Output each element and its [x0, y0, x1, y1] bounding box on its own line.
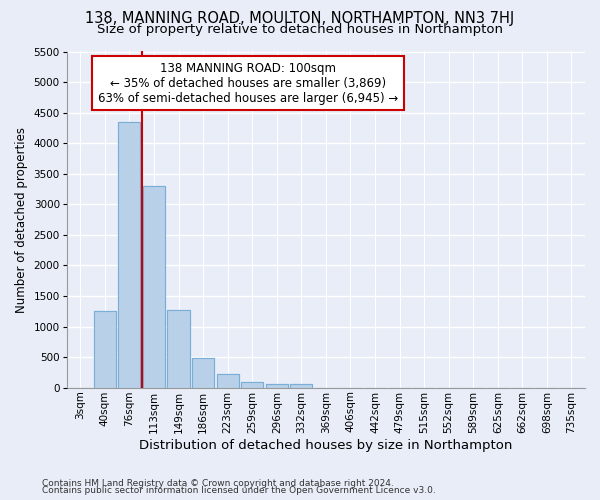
Text: Contains HM Land Registry data © Crown copyright and database right 2024.: Contains HM Land Registry data © Crown c… [42, 478, 394, 488]
Bar [192, 358, 214, 388]
Text: 138 MANNING ROAD: 100sqm
← 35% of detached houses are smaller (3,869)
63% of sem: 138 MANNING ROAD: 100sqm ← 35% of detach… [98, 62, 398, 104]
Bar [118, 122, 140, 388]
Bar [266, 384, 288, 388]
Bar [167, 310, 190, 388]
Y-axis label: Number of detached properties: Number of detached properties [15, 126, 28, 312]
Bar [266, 384, 288, 388]
Bar [118, 122, 140, 388]
Bar [217, 374, 239, 388]
Bar [290, 384, 313, 388]
Bar [241, 382, 263, 388]
Bar [143, 186, 165, 388]
Bar [94, 310, 116, 388]
Bar [143, 186, 165, 388]
Bar [192, 358, 214, 388]
Bar [94, 310, 116, 388]
Bar [167, 310, 190, 388]
Text: Contains public sector information licensed under the Open Government Licence v3: Contains public sector information licen… [42, 486, 436, 495]
X-axis label: Distribution of detached houses by size in Northampton: Distribution of detached houses by size … [139, 440, 512, 452]
Text: 138, MANNING ROAD, MOULTON, NORTHAMPTON, NN3 7HJ: 138, MANNING ROAD, MOULTON, NORTHAMPTON,… [85, 11, 515, 26]
Bar [290, 384, 313, 388]
Bar [241, 382, 263, 388]
Text: Size of property relative to detached houses in Northampton: Size of property relative to detached ho… [97, 22, 503, 36]
Bar [217, 374, 239, 388]
